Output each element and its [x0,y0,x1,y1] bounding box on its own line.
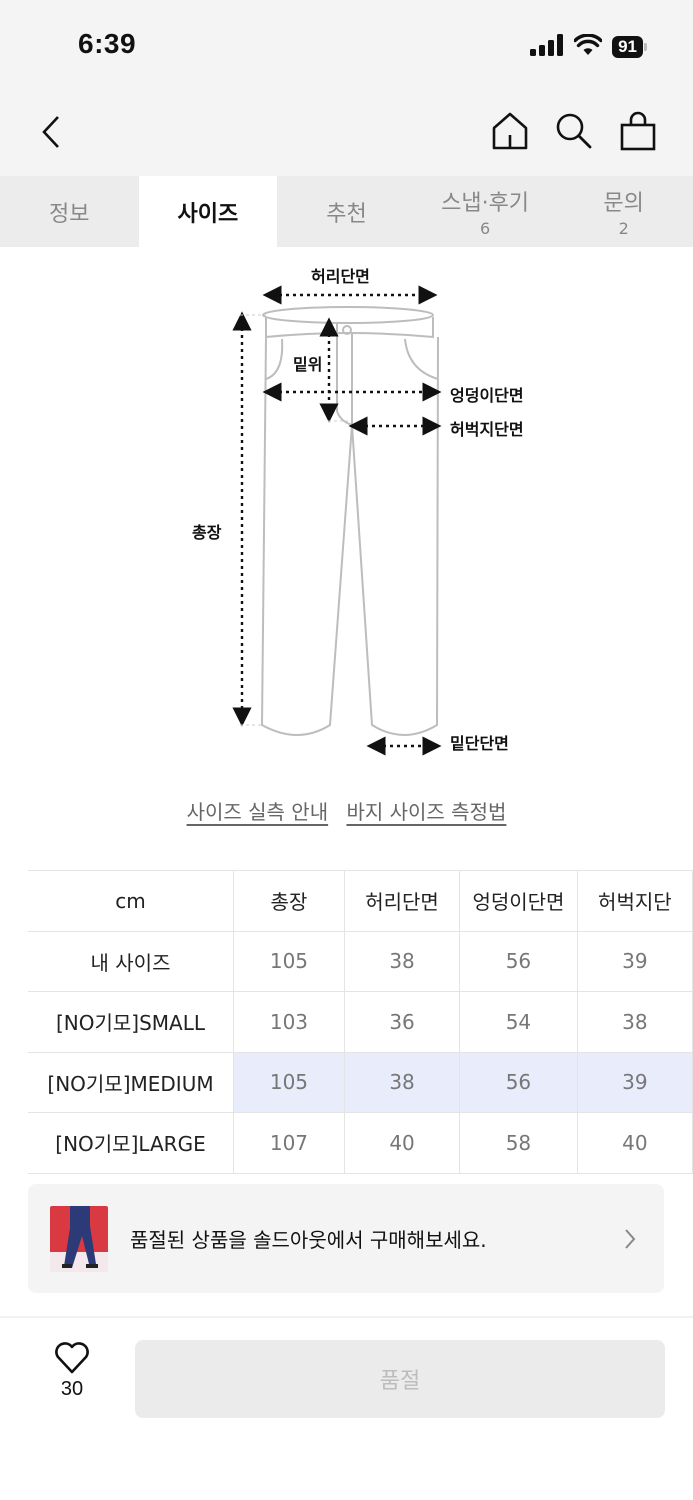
cell-value: 40 [343,1112,461,1174]
label-rise: 밑위 [293,355,323,374]
row-label: [NO기모]SMALL [28,991,235,1053]
guide-links: 사이즈 실측 안내 바지 사이즈 측정법 [0,796,693,825]
cart-button[interactable] [617,110,659,152]
size-table: cm 총장 허리단면 엉덩이단면 허벅지단 내 사이즈 105 38 56 39… [28,870,693,1174]
cell-value: 107 [233,1112,345,1174]
status-bar: 6:39 91 [0,0,693,90]
search-icon [556,113,592,149]
cell-value: 36 [343,991,461,1053]
cellular-signal-icon [530,34,564,60]
soldout-banner-text: 품절된 상품을 솔드아웃에서 구매해보세요. [130,1228,487,1252]
cell-value: 105 [233,1051,345,1113]
table-row: [NO기모]SMALL 103 36 54 38 [28,991,693,1053]
header-thigh: 허벅지단 [576,870,693,932]
heart-icon [55,1342,89,1374]
cell-value: 105 [233,930,345,992]
cell-value: 40 [576,1112,693,1174]
cell-value: 54 [459,991,578,1053]
tab-bar: 정보 사이즈 추천 스냅·후기 6 문의 2 [0,176,693,247]
tab-info[interactable]: 정보 [49,201,90,227]
header-length: 총장 [233,870,345,932]
cell-value: 56 [459,1051,578,1113]
size-guide-link[interactable]: 사이즈 실측 안내 [186,800,329,824]
home-button[interactable] [489,110,531,152]
cell-value: 56 [459,930,578,992]
product-thumbnail [50,1205,108,1272]
table-row: [NO기모]LARGE 107 40 58 40 [28,1112,693,1174]
home-icon [492,112,528,150]
row-label: [NO기모]LARGE [28,1112,235,1174]
wifi-icon [573,33,603,60]
header-unit: cm [28,870,235,932]
soldout-banner[interactable]: 품절된 상품을 솔드아웃에서 구매해보세요. [28,1184,664,1293]
chevron-left-icon [42,116,59,148]
label-hip: 엉덩이단면 [450,386,524,405]
table-header-row: cm 총장 허리단면 엉덩이단면 허벅지단 [28,870,693,932]
measure-guide-link[interactable]: 바지 사이즈 측정법 [346,800,507,824]
cell-value: 39 [576,1051,693,1113]
cell-value: 38 [576,991,693,1053]
tab-size[interactable]: 사이즈 [138,176,278,247]
cell-value: 38 [343,1051,461,1113]
back-button[interactable] [36,112,66,152]
divider [0,1316,693,1318]
battery-level: 91 [612,36,643,58]
cell-value: 38 [343,930,461,992]
like-count: 30 [60,1378,84,1400]
soldout-button[interactable]: 품절 [135,1340,665,1418]
label-length: 총장 [192,523,222,542]
pants-size-diagram: 허리단면 밑위 엉덩이단면 허벅지단면 총장 밑단단면 [180,255,560,765]
row-label: [NO기모]MEDIUM [28,1051,235,1113]
search-button[interactable] [553,110,595,152]
label-hem: 밑단단면 [450,734,509,753]
battery-icon: 91 [612,36,647,58]
cell-value: 39 [576,930,693,992]
nav-bar [0,90,693,176]
tab-inquiry[interactable]: 문의 2 [603,191,644,238]
tab-count: 2 [618,219,629,238]
like-button[interactable]: 30 [44,1342,100,1401]
table-row: 내 사이즈 105 38 56 39 [28,930,693,992]
header-waist: 허리단면 [343,870,461,932]
cell-value: 103 [233,991,345,1053]
header-hip: 엉덩이단면 [459,870,578,932]
tab-recommend[interactable]: 추천 [326,201,367,227]
cell-value: 58 [459,1112,578,1174]
label-thigh: 허벅지단면 [450,420,524,439]
label-waist: 허리단면 [311,267,370,286]
table-row-highlighted: [NO기모]MEDIUM 105 38 56 39 [28,1051,693,1113]
tab-snap-review[interactable]: 스냅·후기 6 [441,191,530,238]
status-time: 6:39 [78,28,137,59]
pants-outline-icon [232,285,442,756]
tab-count: 6 [479,219,491,238]
row-label: 내 사이즈 [28,930,235,992]
shopping-bag-icon [620,111,656,151]
chevron-right-icon [625,1228,636,1249]
status-icons: 91 [530,33,647,60]
